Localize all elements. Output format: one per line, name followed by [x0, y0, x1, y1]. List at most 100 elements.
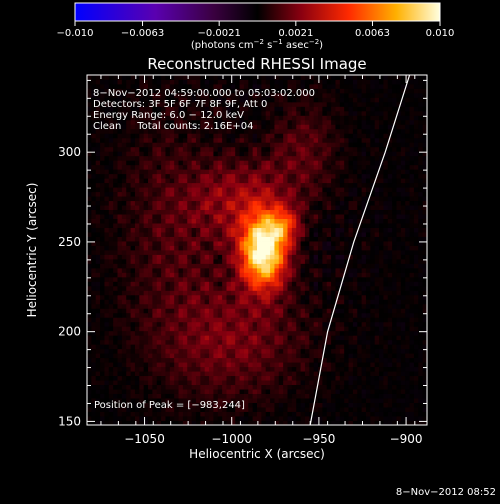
heatmap-cell: [322, 228, 327, 233]
heatmap-cell: [366, 353, 371, 358]
heatmap-cell: [157, 232, 162, 237]
heatmap-cell: [157, 246, 162, 251]
heatmap-cell: [218, 340, 223, 345]
heatmap-cell: [257, 178, 262, 183]
heatmap-cell: [257, 281, 262, 286]
heatmap-cell: [261, 183, 266, 188]
heatmap-cell: [87, 353, 92, 358]
heatmap-cell: [157, 214, 162, 219]
heatmap-cell: [288, 313, 293, 318]
heatmap-cell: [161, 183, 166, 188]
heatmap-cell: [109, 299, 114, 304]
heatmap-cell: [279, 349, 284, 354]
heatmap-cell: [274, 178, 279, 183]
heatmap-cell: [375, 210, 380, 215]
heatmap-cell: [270, 201, 275, 206]
heatmap-cell: [118, 210, 123, 215]
heatmap-cell: [122, 254, 127, 259]
heatmap-cell: [91, 322, 96, 327]
heatmap-cell: [118, 151, 123, 156]
heatmap-cell: [296, 389, 301, 394]
heatmap-cell: [235, 201, 240, 206]
heatmap-cell: [296, 147, 301, 152]
heatmap-cell: [240, 268, 245, 273]
heatmap-cell: [331, 169, 336, 174]
heatmap-cell: [174, 304, 179, 309]
heatmap-cell: [340, 246, 345, 251]
heatmap-cell: [392, 286, 397, 291]
heatmap-cell: [200, 237, 205, 242]
heatmap-cell: [301, 389, 306, 394]
heatmap-cell: [392, 371, 397, 376]
heatmap-cell: [192, 394, 197, 399]
heatmap-cell: [331, 210, 336, 215]
heatmap-cell: [87, 219, 92, 224]
heatmap-cell: [196, 142, 201, 147]
heatmap-cell: [388, 277, 393, 282]
heatmap-cell: [152, 232, 157, 237]
heatmap-cell: [296, 165, 301, 170]
heatmap-cell: [240, 290, 245, 295]
heatmap-cell: [187, 254, 192, 259]
heatmap-cell: [213, 165, 218, 170]
heatmap-cell: [410, 219, 415, 224]
heatmap-cell: [270, 295, 275, 300]
heatmap-cell: [135, 331, 140, 336]
heatmap-cell: [414, 241, 419, 246]
heatmap-cell: [283, 250, 288, 255]
heatmap-cell: [122, 371, 127, 376]
heatmap-cell: [327, 376, 332, 381]
heatmap-cell: [192, 272, 197, 277]
heatmap-cell: [91, 349, 96, 354]
heatmap-cell: [418, 263, 423, 268]
heatmap-cell: [331, 160, 336, 165]
heatmap-cell: [296, 169, 301, 174]
heatmap-cell: [370, 398, 375, 403]
heatmap-cell: [261, 394, 266, 399]
heatmap-cell: [322, 263, 327, 268]
heatmap-cell: [331, 295, 336, 300]
heatmap-cell: [157, 331, 162, 336]
heatmap-cell: [96, 308, 101, 313]
heatmap-cell: [165, 223, 170, 228]
heatmap-cell: [383, 349, 388, 354]
heatmap-cell: [131, 277, 136, 282]
heatmap-cell: [152, 313, 157, 318]
heatmap-cell: [118, 299, 123, 304]
heatmap-cell: [179, 178, 184, 183]
heatmap-cell: [144, 250, 149, 255]
heatmap-cell: [187, 389, 192, 394]
heatmap-cell: [274, 232, 279, 237]
heatmap-cell: [410, 326, 415, 331]
heatmap-cell: [418, 196, 423, 201]
heatmap-cell: [283, 147, 288, 152]
heatmap-cell: [226, 250, 231, 255]
heatmap-cell: [165, 385, 170, 390]
heatmap-cell: [174, 281, 179, 286]
heatmap-cell: [253, 385, 258, 390]
heatmap-cell: [266, 183, 271, 188]
heatmap-cell: [131, 376, 136, 381]
heatmap-cell: [165, 322, 170, 327]
heatmap-cell: [410, 308, 415, 313]
heatmap-cell: [131, 147, 136, 152]
heatmap-cell: [218, 281, 223, 286]
heatmap-cell: [357, 376, 362, 381]
heatmap-cell: [135, 205, 140, 210]
heatmap-cell: [309, 290, 314, 295]
heatmap-cell: [209, 183, 214, 188]
heatmap-cell: [309, 138, 314, 143]
heatmap-cell: [296, 187, 301, 192]
heatmap-cell: [209, 165, 214, 170]
heatmap-cell: [235, 335, 240, 340]
heatmap-cell: [87, 210, 92, 215]
heatmap-cell: [288, 196, 293, 201]
heatmap-cell: [410, 349, 415, 354]
heatmap-cell: [200, 416, 205, 421]
heatmap-cell: [170, 416, 175, 421]
heatmap-cell: [109, 371, 114, 376]
heatmap-cell: [139, 268, 144, 273]
heatmap-cell: [100, 326, 105, 331]
heatmap-cell: [213, 290, 218, 295]
heatmap-cell: [322, 160, 327, 165]
